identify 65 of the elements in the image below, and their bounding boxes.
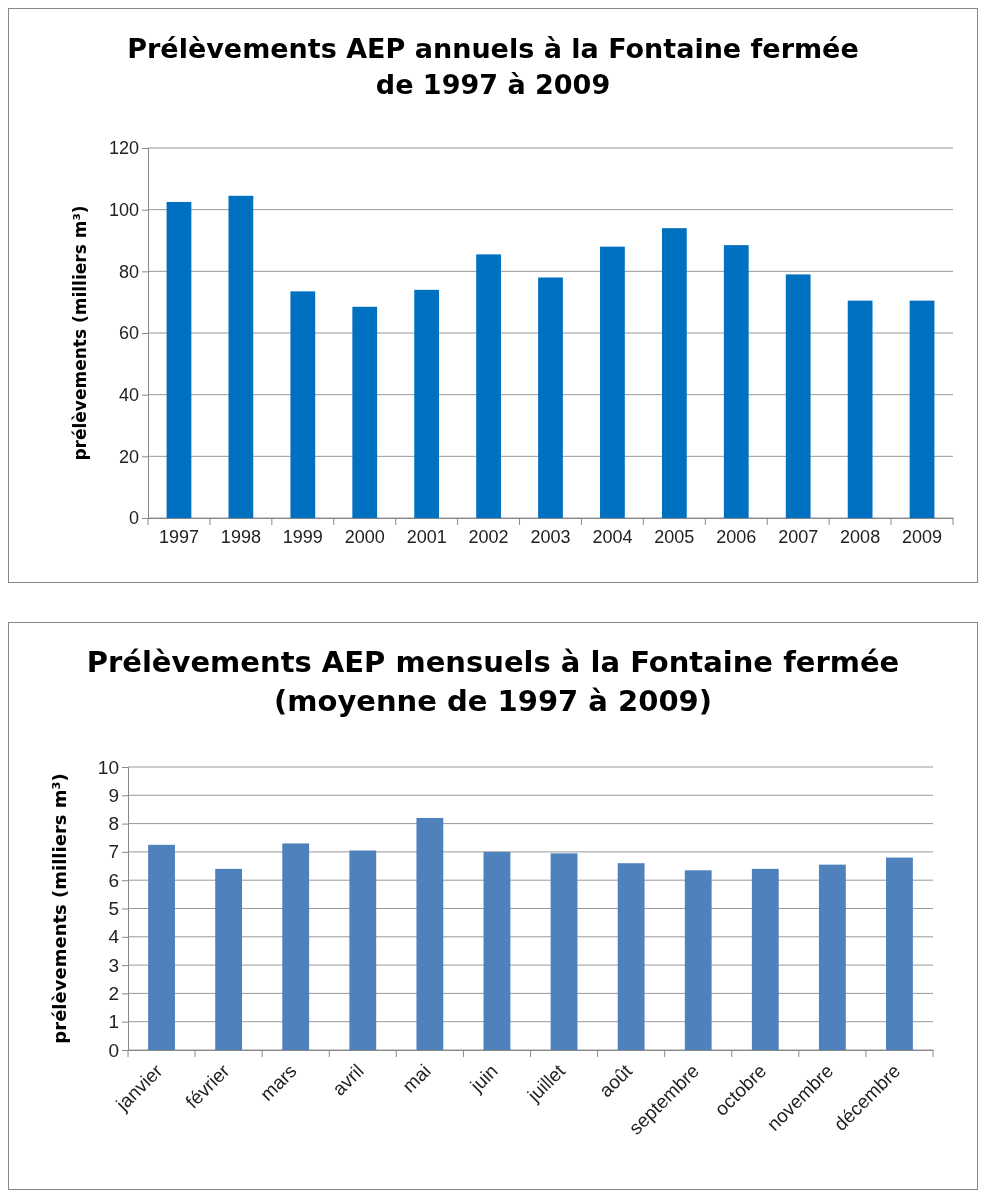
y-tick-label: 8	[108, 813, 119, 835]
x-tick-label: 2001	[406, 526, 447, 547]
x-tick-label: 2003	[530, 526, 571, 547]
x-tick-label: mai	[398, 1060, 435, 1097]
y-tick-label: 80	[118, 261, 139, 282]
bar	[349, 850, 377, 1050]
y-tick-label: 5	[108, 898, 119, 920]
y-tick-label: 6	[108, 869, 119, 891]
bar	[290, 291, 316, 518]
bar	[228, 195, 254, 518]
y-tick-label: 60	[118, 323, 139, 344]
x-tick-label: 2002	[468, 526, 509, 547]
x-tick-label: août	[595, 1059, 637, 1102]
x-tick-label: 2007	[778, 526, 819, 547]
y-axis-title: prélèvements (milliers m³)	[70, 205, 90, 461]
bar	[847, 300, 873, 518]
y-tick-label: 100	[108, 199, 139, 220]
bar	[282, 843, 310, 1050]
bar	[538, 277, 563, 518]
bar	[723, 245, 749, 518]
chart-title: Prélèvements AEP annuels à la Fontaine fermée	[127, 33, 859, 64]
x-tick-label: 2008	[840, 526, 881, 547]
y-tick-label: 0	[128, 508, 139, 529]
x-tick-label: 1999	[282, 526, 323, 547]
bar	[483, 851, 511, 1050]
x-tick-label: 2009	[902, 526, 943, 547]
y-tick-label: 9	[108, 784, 119, 806]
y-tick-label: 1	[108, 1011, 119, 1033]
bar	[416, 817, 444, 1050]
chart-title: Prélèvements AEP mensuels à la Fontaine fermée	[86, 645, 900, 679]
bar	[215, 868, 243, 1050]
y-tick-label: 7	[108, 841, 119, 863]
bar	[886, 857, 913, 1050]
x-tick-label: 2006	[716, 526, 757, 547]
x-tick-label: 2005	[654, 526, 695, 547]
y-tick-label: 4	[108, 926, 120, 948]
bar	[751, 868, 779, 1050]
x-tick-label: 1997	[158, 526, 199, 547]
y-tick-label: 0	[108, 1039, 119, 1061]
x-tick-label: 2000	[344, 526, 385, 547]
bar	[550, 853, 578, 1050]
chart-subtitle: (moyenne de 1997 à 2009)	[274, 684, 712, 719]
bar	[414, 289, 440, 518]
bar	[684, 870, 712, 1050]
bar	[818, 864, 846, 1050]
y-tick-label: 2	[108, 982, 119, 1004]
y-axis-title: prélèvements (milliers m³)	[49, 773, 70, 1044]
bar	[909, 300, 935, 518]
y-tick-label: 10	[97, 756, 119, 778]
bar	[148, 844, 175, 1050]
bar	[476, 254, 501, 518]
bar	[600, 246, 625, 518]
bar	[352, 306, 378, 518]
y-tick-label: 20	[118, 446, 139, 467]
x-tick-label: 2004	[592, 526, 633, 547]
bar	[166, 201, 192, 518]
bar	[617, 863, 645, 1050]
x-tick-label: 1998	[220, 526, 261, 547]
y-tick-label: 120	[108, 138, 139, 159]
y-tick-label: 40	[118, 384, 139, 405]
x-tick-label: juin	[465, 1060, 502, 1097]
bar	[661, 228, 687, 518]
y-tick-label: 3	[108, 954, 119, 976]
bar	[785, 274, 811, 518]
chart-subtitle: de 1997 à 2009	[375, 69, 611, 101]
